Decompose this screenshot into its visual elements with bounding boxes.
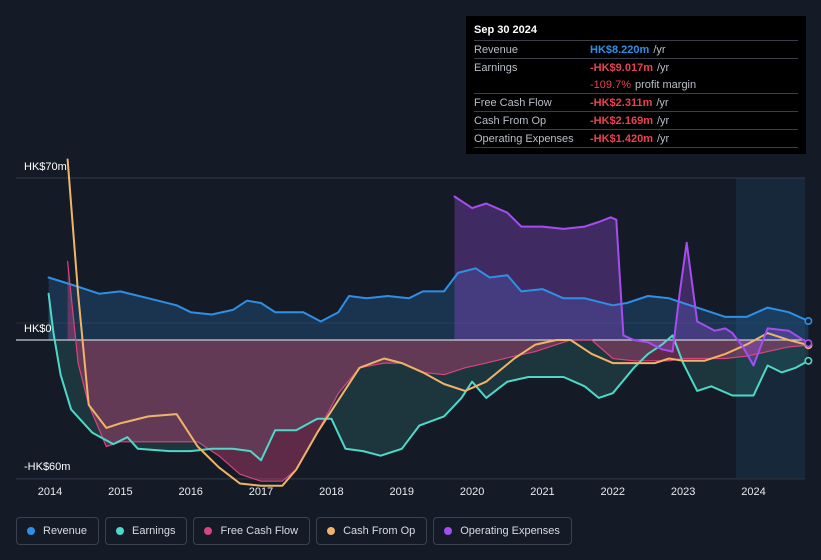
legend-dot-icon (444, 527, 453, 535)
legend-revenue[interactable]: Revenue (16, 517, 100, 545)
tooltip-row-cfo: Cash From Op -HK$2.169m /yr (474, 112, 798, 130)
tooltip-row-revenue: Revenue HK$8.220m /yr (474, 41, 798, 59)
tooltip-value: -HK$2.169m (590, 114, 653, 127)
line-earnings (47, 292, 810, 462)
endpoint-revenue (804, 317, 813, 326)
tooltip-row-earnings: Earnings -HK$9.017m /yr (474, 59, 798, 76)
tooltip-label: Revenue (474, 43, 519, 56)
legend-label: Cash From Op (343, 525, 416, 537)
tooltip-panel: Sep 30 2024 Revenue HK$8.220m /yr Earnin… (466, 16, 806, 154)
endpoint-earnings (804, 356, 813, 365)
legend-operating-expenses[interactable]: Operating Expenses (433, 517, 572, 545)
x-tick-label: 2024 (741, 486, 765, 498)
area-free-cash-flow (67, 261, 809, 482)
area-earnings (48, 293, 809, 461)
area-operating-expenses (454, 196, 809, 366)
x-tick-label: 2014 (38, 486, 62, 498)
line-cash-from-op (66, 158, 810, 487)
x-tick-label: 2017 (249, 486, 273, 498)
area-revenue (48, 268, 809, 340)
legend-dot-icon (27, 527, 35, 535)
legend-dot-icon (204, 527, 213, 535)
legend-dot-icon (327, 527, 336, 535)
tooltip-value: -HK$1.420m (590, 132, 653, 145)
y-label-bottom: -HK$60m (24, 461, 70, 473)
endpoint-operating-expenses (804, 339, 813, 348)
chart: 2014 2015 2016 2017 2018 2019 2020 2021 2022 2023… (16, 158, 813, 498)
x-tick-label: 2016 (178, 486, 202, 498)
x-tick-label: 2015 (108, 486, 132, 498)
x-tick-label: 2023 (671, 486, 695, 498)
tooltip-value: -HK$9.017m (590, 61, 653, 74)
legend-label: Revenue (43, 525, 88, 537)
tooltip-label: Operating Expenses (474, 132, 574, 145)
tooltip-unit: /yr (653, 43, 666, 56)
tooltip-unit: profit margin (634, 78, 697, 91)
line-operating-expenses (453, 195, 810, 367)
y-label-top: HK$70m (24, 161, 67, 173)
legend-label: Earnings (132, 525, 176, 537)
tooltip-date: Sep 30 2024 (474, 24, 798, 41)
legend: Revenue Earnings Free Cash Flow Cash Fro… (16, 517, 572, 545)
legend-free-cash-flow[interactable]: Free Cash Flow (193, 517, 311, 545)
tooltip-unit: /yr (656, 96, 669, 109)
tooltip-unit: /yr (656, 132, 670, 145)
tooltip-label: Earnings (474, 61, 518, 74)
tooltip-unit: /yr (656, 61, 670, 74)
legend-label: Free Cash Flow (220, 525, 299, 537)
tooltip-row-fcf: Free Cash Flow -HK$2.311m /yr (474, 94, 798, 112)
plot-area: 2014 2015 2016 2017 2018 2019 2020 2021 2022 2023… (16, 158, 813, 498)
legend-label: Operating Expenses (460, 525, 560, 537)
x-tick-label: 2018 (319, 486, 343, 498)
tooltip-label: Free Cash Flow (474, 96, 552, 109)
tooltip-value: HK$8.220m (590, 43, 650, 56)
line-revenue (47, 267, 810, 323)
legend-cash-from-op[interactable]: Cash From Op (316, 517, 428, 545)
tooltip-label: Cash From Op (474, 114, 547, 127)
x-tick-label: 2019 (390, 486, 414, 498)
x-tick-label: 2021 (530, 486, 554, 498)
y-label-zero: HK$0 (24, 323, 52, 335)
x-tick-label: 2020 (460, 486, 484, 498)
tooltip-row-opex: Operating Expenses -HK$1.420m /yr (474, 130, 798, 148)
tooltip-unit: /yr (656, 114, 670, 127)
tooltip-value: -HK$2.311m (590, 96, 653, 109)
legend-dot-icon (116, 527, 125, 535)
tooltip-value: -109.7% (590, 78, 631, 91)
legend-earnings[interactable]: Earnings (105, 517, 188, 545)
tooltip-row-margin: -109.7% profit margin (474, 76, 798, 94)
x-tick-label: 2022 (601, 486, 625, 498)
